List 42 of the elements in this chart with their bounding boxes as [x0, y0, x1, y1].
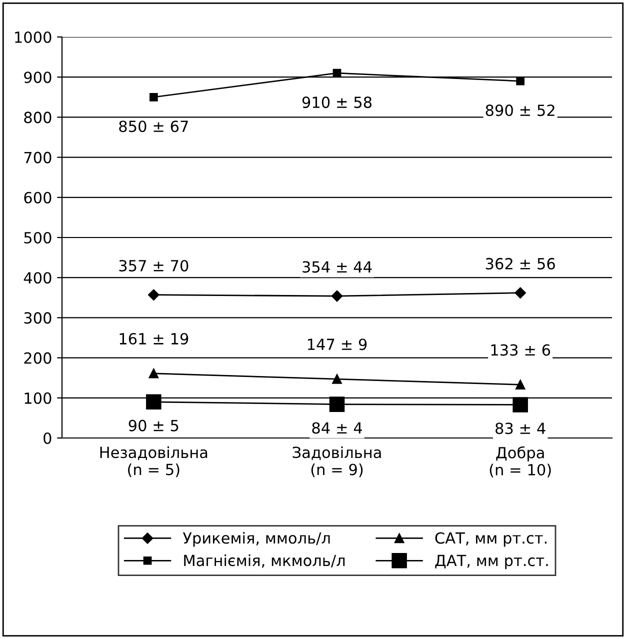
y-tick-label: 700 — [24, 152, 52, 164]
y-tick-label: 900 — [24, 72, 52, 84]
point — [148, 368, 159, 378]
y-tick-label: 100 — [24, 392, 52, 404]
y-tick-label: 400 — [24, 272, 52, 284]
point — [146, 394, 162, 410]
y-tick-label: 200 — [24, 352, 52, 364]
data-label: 84 ± 4 — [312, 422, 362, 434]
legend-label: ДАТ, мм рт.ст. — [435, 554, 548, 570]
data-label: 133 ± 6 — [491, 344, 550, 356]
point — [515, 380, 526, 390]
data-label: 354 ± 44 — [302, 261, 372, 273]
y-tick-label: 800 — [24, 112, 52, 124]
y-tick-label: 0 — [44, 432, 52, 444]
data-label: 90 ± 5 — [128, 420, 178, 432]
point — [516, 76, 524, 86]
y-tick-label: 300 — [24, 312, 52, 324]
point — [150, 92, 158, 102]
y-tick-label: 500 — [24, 232, 52, 244]
data-label: 910 ± 58 — [302, 96, 372, 108]
point — [332, 374, 342, 384]
point — [512, 397, 528, 412]
data-label: 83 ± 4 — [496, 422, 546, 434]
legend-label: Урикемія, ммоль/л — [182, 532, 330, 547]
data-label: 890 ± 52 — [486, 104, 554, 116]
data-label: 850 ± 67 — [119, 120, 188, 132]
data-label: 147 ± 9 — [308, 338, 367, 350]
point — [514, 287, 526, 298]
point — [332, 68, 342, 78]
data-label: 357 ± 70 — [119, 260, 188, 272]
data-label: 161 ± 19 — [120, 332, 188, 345]
x-tick-label: Добра (n = 10) — [490, 446, 551, 478]
legend-label: САТ, мм рт.ст. — [435, 532, 546, 547]
data-label: 362 ± 56 — [486, 258, 555, 270]
x-tick-label: Задовільна (n = 9) — [292, 446, 381, 478]
point — [331, 290, 343, 302]
x-tick-label: Незадовільна (n = 5) — [100, 446, 208, 478]
y-tick-label: 1000 — [15, 31, 52, 44]
legend-label: Магніємія, мкмоль/л — [184, 554, 345, 568]
point — [329, 396, 345, 412]
y-tick-label: 600 — [24, 192, 52, 204]
point — [148, 289, 160, 300]
